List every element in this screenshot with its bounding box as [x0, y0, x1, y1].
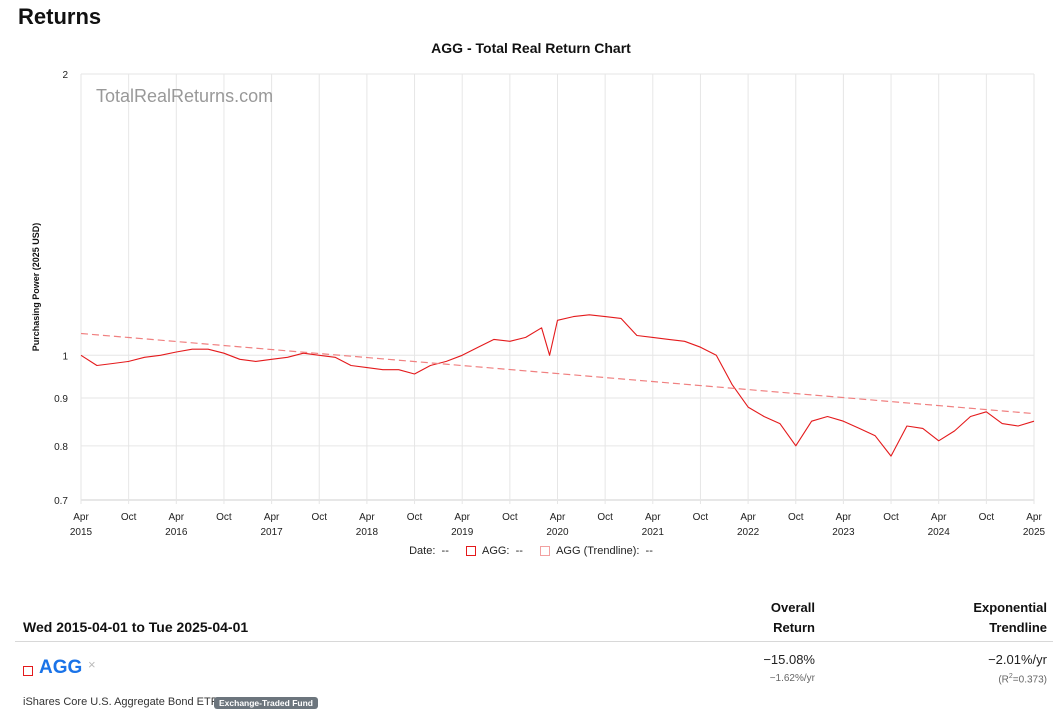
legend-date-value: -- — [441, 545, 449, 558]
x-tick-year: 2020 — [546, 527, 569, 538]
trendline-header-line2: Trendline — [989, 620, 1047, 635]
x-tick-year: 2023 — [832, 527, 855, 538]
legend-agg-swatch[interactable] — [465, 546, 476, 557]
legend-trend-value: -- — [645, 545, 653, 558]
y-tick-label: 0.7 — [54, 496, 68, 507]
fund-type-badge: Exchange-Traded Fund — [214, 697, 318, 709]
x-tick-month: Oct — [311, 512, 327, 523]
x-tick-month: Apr — [931, 512, 947, 523]
x-tick-month: Apr — [169, 512, 185, 523]
x-tick-month: Oct — [788, 512, 804, 523]
x-tick-year: 2021 — [642, 527, 665, 538]
x-tick-month: Apr — [836, 512, 852, 523]
x-tick-month: Apr — [359, 512, 375, 523]
y-tick-label: 1 — [62, 351, 68, 362]
chart-title: AGG - Total Real Return Chart — [431, 40, 631, 56]
fund-name: iShares Core U.S. Aggregate Bond ETF — [23, 696, 218, 708]
table-divider — [15, 641, 1053, 642]
r-squared-prefix: (R — [998, 674, 1009, 686]
x-tick-year: 2017 — [260, 527, 283, 538]
overall-return-header: Overall Return — [695, 598, 815, 638]
overall-return-annualized: −1.62%/yr — [769, 673, 815, 684]
agg-series-line — [80, 314, 1035, 457]
date-range: Wed 2015-04-01 to Tue 2025-04-01 — [23, 619, 249, 635]
x-tick-month: Oct — [502, 512, 518, 523]
x-tick-month: Apr — [550, 512, 566, 523]
x-tick-month: Oct — [216, 512, 232, 523]
x-tick-year: 2016 — [165, 527, 188, 538]
y-tick-label: 0.8 — [54, 442, 68, 453]
legend-agg-label[interactable]: AGG: — [481, 545, 510, 558]
x-tick-year: 2024 — [928, 527, 951, 538]
x-tick-year: 2022 — [737, 527, 760, 538]
x-tick-year: 2018 — [356, 527, 379, 538]
trendline-header: Exponential Trendline — [927, 598, 1047, 638]
x-tick-month: Oct — [597, 512, 613, 523]
legend-trend-label[interactable]: AGG (Trendline): — [556, 545, 640, 558]
x-tick-month: Oct — [693, 512, 709, 523]
y-tick-label: 0.9 — [54, 394, 68, 405]
table-row: AGG × iShares Core U.S. Aggregate Bond E… — [0, 642, 1062, 716]
ticker-color-swatch — [23, 666, 33, 676]
ticker-link[interactable]: AGG — [39, 657, 83, 678]
x-tick-month: Apr — [740, 512, 756, 523]
x-tick-year: 2015 — [70, 527, 93, 538]
chart-series — [80, 314, 1035, 457]
chart-grid — [80, 73, 1035, 504]
x-tick-month: Apr — [264, 512, 280, 523]
x-tick-month: Oct — [121, 512, 137, 523]
overall-return-header-line1: Overall — [770, 600, 815, 615]
overall-return-value: −15.08% — [763, 652, 815, 667]
y-tick-label: 2 — [62, 70, 68, 81]
legend-date-label: Date: — [409, 545, 436, 558]
legend-trend-swatch[interactable] — [540, 546, 551, 557]
page-title: Returns — [18, 4, 102, 29]
y-axis: 2 1 0.9 0.8 0.7 — [54, 70, 68, 507]
chart-legend: Date: -- AGG: -- AGG (Trendline): -- — [0, 545, 1062, 557]
chart-watermark: TotalRealReturns.com — [96, 86, 273, 106]
r-squared-suffix: =0.373) — [1012, 674, 1047, 686]
trendline-value: −2.01%/yr — [988, 652, 1047, 667]
overall-return-header-line2: Return — [773, 620, 815, 635]
x-tick-month: Oct — [407, 512, 423, 523]
x-tick-year: 2025 — [1023, 527, 1046, 538]
returns-table-header: Wed 2015-04-01 to Tue 2025-04-01 Overall… — [0, 596, 1062, 641]
x-axis: Apr 2015 Oct Apr 2016 Oct Apr 2017 Oct Apr 2018 Oct… — [70, 512, 1046, 538]
x-tick-month: Oct — [883, 512, 899, 523]
trendline-r-squared: (R2=0.373) — [897, 673, 1047, 685]
x-tick-month: Apr — [454, 512, 470, 523]
trendline-header-line1: Exponential — [973, 600, 1047, 615]
r-squared-sup: 2 — [1008, 673, 1013, 680]
x-tick-month: Apr — [73, 512, 89, 523]
trendline-series — [80, 332, 1035, 415]
x-tick-month: Apr — [645, 512, 661, 523]
legend-agg-value: -- — [515, 545, 523, 558]
remove-ticker-icon[interactable]: × — [88, 657, 96, 672]
x-tick-month: Apr — [1026, 512, 1042, 523]
y-axis-label: Purchasing Power (2025 USD) — [31, 223, 41, 352]
real-return-chart[interactable]: 2 1 0.9 0.8 0.7 Apr 2015 Oct Apr 2016 Oct Apr 2017 O… — [0, 60, 1062, 540]
x-tick-month: Oct — [979, 512, 995, 523]
x-tick-year: 2019 — [451, 527, 474, 538]
